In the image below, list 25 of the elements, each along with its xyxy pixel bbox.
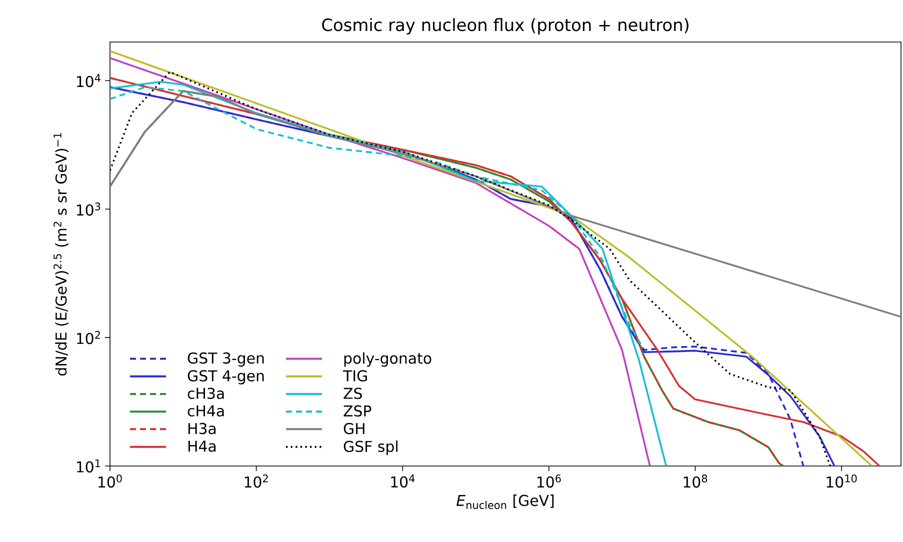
legend-label: GSF spl bbox=[344, 440, 398, 455]
legend-label: H3a bbox=[188, 422, 216, 434]
legend-label: poly-gonato bbox=[344, 352, 432, 367]
legend-label: TIG bbox=[342, 370, 367, 382]
x-tick-label: 10$^{0}$ bbox=[98, 474, 122, 488]
y-tick-label: 10$^{3}$ bbox=[76, 202, 100, 216]
x-tick-label: 10$^{4}$ bbox=[391, 474, 415, 488]
legend-label: ZSP bbox=[344, 405, 372, 417]
y-tick-label: 10$^{1}$ bbox=[76, 459, 100, 473]
chart-title: Cosmic ray nucleon flux (proton + neutron) bbox=[322, 18, 688, 34]
legend-label: GH bbox=[344, 422, 364, 434]
legend-label: GST 3-gen bbox=[188, 352, 264, 367]
x-tick-label: 10$^{6}$ bbox=[537, 474, 561, 488]
legend-label: cH4a bbox=[188, 405, 224, 417]
legend-label: cH3a bbox=[188, 388, 224, 400]
y-tick-label: 10$^{2}$ bbox=[76, 330, 100, 344]
legend-label: ZS bbox=[344, 388, 362, 400]
x-tick-label: 10$^{8}$ bbox=[684, 474, 708, 488]
y-axis-title: dN/dE (E/GeV)$^{2.5}$ (m$^{2}$ s sr GeV)$^{−1}$ bbox=[54, 133, 68, 376]
legend-label: H4a bbox=[188, 440, 216, 452]
x-tick-label: 10$^{2}$ bbox=[244, 474, 268, 488]
x-axis-title: E$_{nucleon}$ [GeV] bbox=[456, 494, 554, 510]
x-tick-label: 10$^{10}$ bbox=[826, 474, 857, 488]
y-tick-label: 10$^{4}$ bbox=[76, 74, 100, 88]
legend-label: GST 4-gen bbox=[188, 370, 264, 384]
